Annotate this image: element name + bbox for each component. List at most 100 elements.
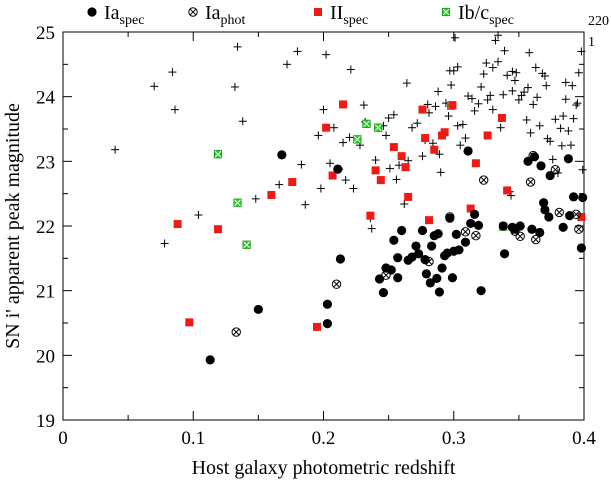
point-unlabeled [561,95,570,104]
point-unlabeled [431,102,440,111]
point-ia-spec [420,255,430,265]
point-ii-spec [577,212,586,221]
legend-label: Ib/cspec [458,2,514,28]
point-ii-spec [425,216,434,225]
point-unlabeled [542,81,551,90]
point-ii-spec [466,204,475,213]
point-unlabeled [529,100,538,109]
x-axis-label: Host galaxy photometric redshift [192,457,456,479]
point-unlabeled [482,59,491,68]
point-ia-spec [451,229,461,240]
point-ia-spec [413,249,424,259]
point-unlabeled [496,123,505,132]
point-ii-spec [497,114,506,123]
legend-entry: IIspec [314,2,368,28]
point-ia-spec [386,265,396,275]
y-tick-label: 19 [36,411,55,432]
point-ia-phot [331,279,342,289]
point-unlabeled [557,141,566,150]
point-ia-spec [463,146,473,156]
point-ia-spec [253,304,263,315]
point-ia-phot [531,234,541,245]
point-ia-phot [525,177,536,187]
point-ia-spec [523,156,533,166]
point-unlabeled [564,126,573,135]
point-ia-spec [466,218,476,229]
legend-label: Iaspec [104,2,144,28]
point-unlabeled [359,101,368,110]
point-ia-spec [536,161,546,171]
point-unlabeled [540,71,549,80]
y-tick-label: 25 [36,23,55,44]
point-unlabeled [301,200,310,209]
point-unlabeled [573,99,582,108]
legend-entry: Ib/cspec [441,2,514,28]
point-unlabeled [345,133,354,142]
point-unlabeled [453,121,462,130]
point-ia-spec [437,263,447,273]
point-ia-spec [499,249,510,259]
point-unlabeled [568,81,577,90]
point-ia-spec [527,224,537,234]
data-points [111,31,588,365]
point-ii-spec [401,163,410,172]
point-unlabeled [447,81,456,90]
point-unlabeled [384,114,393,123]
y-tick-label: 22 [36,217,55,238]
y-tick-label: 23 [36,152,55,173]
point-ia-spec [425,278,435,288]
point-ia-spec [540,205,550,215]
point-unlabeled [494,57,503,66]
point-ii-spec [418,105,427,114]
legend-entry: Iaphot [188,2,246,28]
point-unlabeled [508,86,517,95]
point-unlabeled [413,119,422,128]
point-unlabeled [477,82,486,91]
point-unlabeled [451,33,460,42]
point-unlabeled [418,152,427,161]
point-ib-c-spec [233,198,242,207]
point-ia-phot [471,231,481,241]
point-unlabeled [251,194,260,203]
point-ia-spec [563,154,573,164]
legend-marker [441,7,451,17]
point-ib-c-spec [242,240,251,249]
point-unlabeled [483,95,492,104]
legend-label: IIspec [330,2,368,28]
point-unlabeled [341,176,350,185]
point-ia-spec [529,152,540,162]
point-unlabeled [150,82,159,91]
point-unlabeled [559,112,568,121]
y-tick-label: 24 [36,88,56,109]
point-unlabeled [453,62,462,71]
point-ia-spec [205,355,215,365]
point-ii-spec [328,171,337,180]
point-unlabeled [194,211,203,220]
point-ia-spec [460,237,471,247]
legend-marker [87,7,97,17]
point-ia-spec [445,213,455,223]
point-unlabeled [499,90,508,99]
point-ia-phot [550,165,561,175]
point-ia-spec [389,235,399,245]
point-unlabeled [474,99,483,108]
legend: Iaspec Iaphot IIspec Ib/cspec [87,2,514,28]
point-ia-spec [454,245,464,255]
point-unlabeled [561,78,570,87]
point-unlabeled [514,95,523,104]
point-ii-spec [503,186,512,195]
point-ii-spec [371,166,380,175]
point-unlabeled [512,68,521,77]
point-unlabeled [548,155,557,164]
legend-label: Iaphot [205,2,246,28]
point-unlabeled [572,101,581,110]
point-unlabeled [111,145,120,154]
point-unlabeled [525,48,534,57]
point-ia-spec [469,209,480,219]
point-unlabeled [436,168,445,177]
point-unlabeled [392,175,401,184]
point-ia-spec [411,241,421,251]
point-unlabeled [494,31,503,40]
legend-entry: Iaspec [87,2,144,28]
point-ia-spec [322,319,333,329]
